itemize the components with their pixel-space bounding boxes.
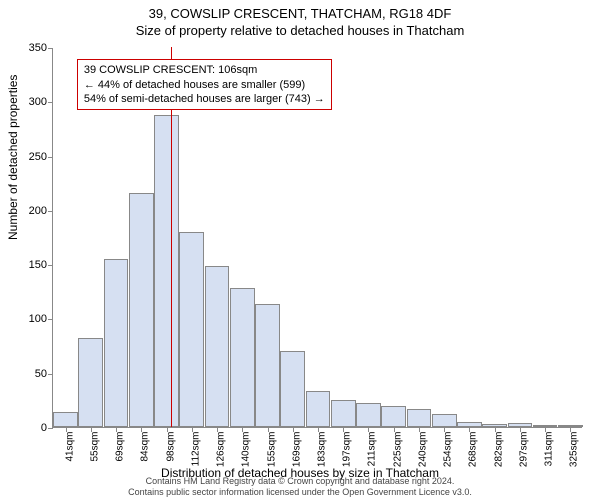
x-tick-label: 69sqm (115, 432, 126, 462)
plot-region: 05010015020025030035041sqm55sqm69sqm84sq… (52, 48, 582, 428)
title-address: 39, COWSLIP CRESCENT, THATCHAM, RG18 4DF (0, 0, 600, 21)
y-tick-mark (48, 48, 53, 49)
footer-line1: Contains HM Land Registry data © Crown c… (0, 476, 600, 487)
y-tick-label: 150 (17, 259, 47, 271)
histogram-bar (407, 409, 432, 427)
x-tick-label: 155sqm (266, 432, 277, 468)
x-tick-label: 254sqm (443, 432, 454, 468)
histogram-bar (78, 338, 103, 427)
histogram-bar (331, 400, 356, 427)
annotation-line: 54% of semi-detached houses are larger (… (84, 92, 325, 106)
x-tick-label: 41sqm (64, 432, 75, 462)
y-tick-label: 50 (17, 368, 47, 380)
y-tick-label: 200 (17, 205, 47, 217)
x-tick-label: 240sqm (417, 432, 428, 468)
x-tick-label: 197sqm (342, 432, 353, 468)
x-tick-label: 126sqm (216, 432, 227, 468)
y-tick-label: 300 (17, 96, 47, 108)
annotation-line: 39 COWSLIP CRESCENT: 106sqm (84, 63, 325, 77)
x-tick-label: 183sqm (317, 432, 328, 468)
histogram-bar (205, 266, 230, 427)
histogram-bar (230, 288, 255, 427)
annotation-line: ← 44% of detached houses are smaller (59… (84, 78, 325, 92)
histogram-bar (432, 414, 457, 427)
chart-area: 05010015020025030035041sqm55sqm69sqm84sq… (52, 48, 582, 428)
histogram-bar (356, 403, 381, 427)
y-tick-label: 250 (17, 151, 47, 163)
histogram-bar (255, 304, 280, 427)
x-tick-label: 55sqm (89, 432, 100, 462)
y-tick-mark (48, 428, 53, 429)
x-tick-label: 325sqm (569, 432, 580, 468)
histogram-bar (306, 391, 331, 427)
y-tick-mark (48, 374, 53, 375)
histogram-bar (104, 259, 129, 427)
histogram-bar (129, 193, 154, 428)
annotation-box: 39 COWSLIP CRESCENT: 106sqm← 44% of deta… (77, 59, 332, 110)
x-tick-label: 311sqm (544, 432, 555, 467)
y-tick-mark (48, 211, 53, 212)
x-tick-label: 282sqm (493, 432, 504, 468)
x-tick-label: 84sqm (140, 432, 151, 462)
y-tick-label: 0 (17, 422, 47, 434)
histogram-bar (381, 406, 406, 427)
footer-attribution: Contains HM Land Registry data © Crown c… (0, 476, 600, 498)
x-tick-label: 98sqm (165, 432, 176, 462)
y-tick-mark (48, 102, 53, 103)
x-tick-label: 225sqm (392, 432, 403, 468)
x-tick-label: 297sqm (518, 432, 529, 468)
y-tick-label: 100 (17, 313, 47, 325)
footer-line2: Contains public sector information licen… (0, 487, 600, 498)
x-tick-label: 140sqm (241, 432, 252, 468)
y-tick-label: 350 (17, 42, 47, 54)
x-tick-label: 268sqm (468, 432, 479, 468)
y-tick-mark (48, 319, 53, 320)
x-tick-label: 211sqm (367, 432, 378, 467)
histogram-bar (179, 232, 204, 427)
histogram-bar (154, 115, 179, 427)
y-tick-mark (48, 157, 53, 158)
title-subtitle: Size of property relative to detached ho… (0, 21, 600, 38)
histogram-bar (280, 351, 305, 427)
histogram-bar (53, 412, 78, 427)
x-tick-label: 112sqm (190, 432, 201, 467)
y-tick-mark (48, 265, 53, 266)
x-tick-label: 169sqm (291, 432, 302, 468)
